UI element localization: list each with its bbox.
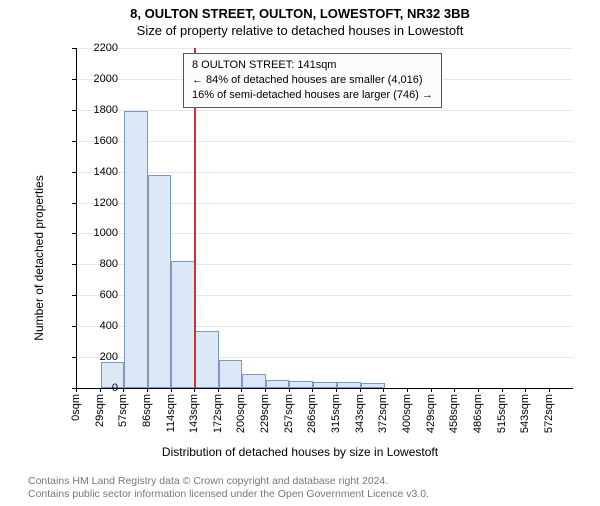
xtick-mark xyxy=(171,388,172,392)
xtick-mark xyxy=(360,388,361,392)
histogram-bar xyxy=(148,175,171,388)
xtick-mark xyxy=(407,388,408,392)
ytick-mark xyxy=(72,203,76,204)
ytick-mark xyxy=(72,264,76,265)
gridline xyxy=(77,172,573,173)
page-subtitle: Size of property relative to detached ho… xyxy=(0,23,600,38)
xtick-mark xyxy=(478,388,479,392)
xtick-label: 372sqm xyxy=(377,394,389,433)
xtick-mark xyxy=(312,388,313,392)
ytick-mark xyxy=(72,79,76,80)
histogram-bar xyxy=(289,381,313,388)
xtick-label: 286sqm xyxy=(306,394,318,433)
xtick-label: 515sqm xyxy=(496,394,508,433)
ytick-label: 2000 xyxy=(84,73,118,85)
xtick-label: 543sqm xyxy=(519,394,531,433)
xtick-label: 229sqm xyxy=(259,394,271,433)
xtick-label: 343sqm xyxy=(354,394,366,433)
ytick-label: 1800 xyxy=(84,104,118,116)
ytick-label: 2200 xyxy=(84,42,118,54)
histogram-bar xyxy=(337,382,360,388)
xtick-label: 572sqm xyxy=(543,394,555,433)
xtick-mark xyxy=(123,388,124,392)
xtick-mark xyxy=(431,388,432,392)
xtick-mark xyxy=(218,388,219,392)
ytick-mark xyxy=(72,357,76,358)
histogram-bar xyxy=(242,374,266,388)
gridline xyxy=(77,48,573,49)
xtick-label: 29sqm xyxy=(94,394,106,427)
ytick-label: 1400 xyxy=(84,166,118,178)
plot-area: 8 OULTON STREET: 141sqm ← 84% of detache… xyxy=(76,48,573,389)
xtick-label: 57sqm xyxy=(117,394,129,427)
xtick-mark xyxy=(194,388,195,392)
xtick-mark xyxy=(100,388,101,392)
tooltip-line: ← 84% of detached houses are smaller (4,… xyxy=(192,73,433,88)
ytick-label: 200 xyxy=(84,351,118,363)
histogram-bar xyxy=(124,111,148,388)
ytick-mark xyxy=(72,141,76,142)
xtick-label: 458sqm xyxy=(448,394,460,433)
xtick-label: 86sqm xyxy=(141,394,153,427)
xtick-label: 0sqm xyxy=(70,394,82,421)
xtick-label: 143sqm xyxy=(188,394,200,433)
gridline xyxy=(77,110,573,111)
xtick-mark xyxy=(76,388,77,392)
xtick-label: 200sqm xyxy=(235,394,247,433)
histogram-bar xyxy=(266,380,289,389)
histogram-chart: Number of detached properties 8 OULTON S… xyxy=(38,48,580,428)
ytick-mark xyxy=(72,326,76,327)
histogram-bar xyxy=(313,382,337,388)
ytick-label: 400 xyxy=(84,320,118,332)
xtick-mark xyxy=(241,388,242,392)
xtick-label: 400sqm xyxy=(401,394,413,433)
xtick-mark xyxy=(147,388,148,392)
gridline xyxy=(77,141,573,142)
footer-line: Contains HM Land Registry data © Crown c… xyxy=(28,475,429,489)
xtick-mark xyxy=(502,388,503,392)
xtick-mark xyxy=(383,388,384,392)
xtick-mark xyxy=(549,388,550,392)
ytick-mark xyxy=(72,295,76,296)
ytick-label: 1000 xyxy=(84,227,118,239)
footer-attribution: Contains HM Land Registry data © Crown c… xyxy=(28,475,429,502)
ytick-label: 1600 xyxy=(84,135,118,147)
tooltip-line: 16% of semi-detached houses are larger (… xyxy=(192,88,433,103)
ytick-label: 600 xyxy=(84,289,118,301)
ytick-label: 800 xyxy=(84,258,118,270)
histogram-bar xyxy=(171,261,195,388)
ytick-mark xyxy=(72,48,76,49)
xtick-mark xyxy=(525,388,526,392)
histogram-bar xyxy=(195,331,219,388)
ytick-mark xyxy=(72,233,76,234)
ytick-label: 1200 xyxy=(84,197,118,209)
xtick-label: 257sqm xyxy=(283,394,295,433)
y-axis-label: Number of detached properties xyxy=(32,175,46,340)
xtick-label: 486sqm xyxy=(472,394,484,433)
histogram-bar xyxy=(219,360,242,388)
marker-tooltip: 8 OULTON STREET: 141sqm ← 84% of detache… xyxy=(183,53,442,108)
xtick-label: 172sqm xyxy=(212,394,224,433)
xtick-label: 429sqm xyxy=(425,394,437,433)
histogram-bar xyxy=(361,383,385,388)
ytick-mark xyxy=(72,110,76,111)
tooltip-line: 8 OULTON STREET: 141sqm xyxy=(192,58,433,73)
xtick-mark xyxy=(336,388,337,392)
xtick-mark xyxy=(289,388,290,392)
xtick-mark xyxy=(454,388,455,392)
ytick-mark xyxy=(72,172,76,173)
x-axis-label: Distribution of detached houses by size … xyxy=(0,445,600,459)
xtick-mark xyxy=(265,388,266,392)
page-title: 8, OULTON STREET, OULTON, LOWESTOFT, NR3… xyxy=(0,6,600,21)
xtick-label: 315sqm xyxy=(330,394,342,433)
ytick-label: 0 xyxy=(84,382,118,394)
xtick-label: 114sqm xyxy=(165,394,177,432)
